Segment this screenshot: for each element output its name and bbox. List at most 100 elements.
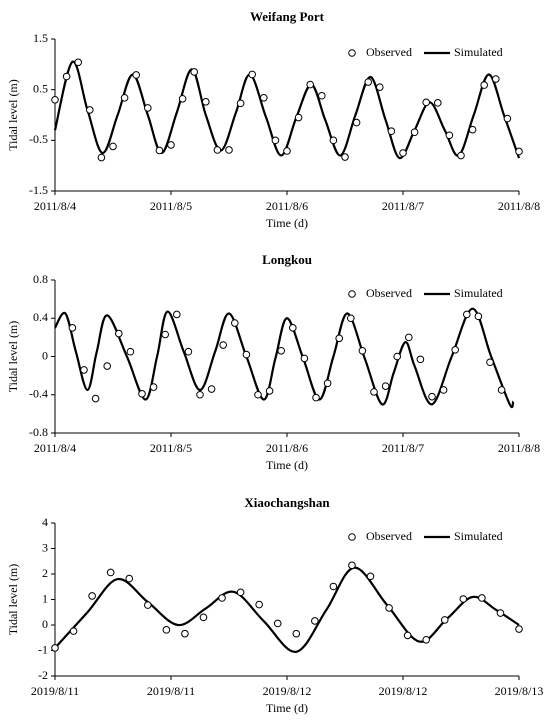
observed-point (68, 324, 77, 332)
legend-label: Simulated (454, 286, 503, 300)
observed-point (422, 98, 431, 107)
observed-point (306, 80, 315, 89)
x-tick-label: 2019/8/12 (379, 684, 428, 698)
x-tick-label: 2011/8/4 (34, 441, 76, 455)
y-tick-label: 0.8 (33, 272, 48, 286)
observed-point (144, 104, 152, 112)
observed-point (480, 81, 489, 89)
observed-point (91, 394, 100, 403)
x-tick-label: 2011/8/7 (382, 199, 424, 213)
observed-point (445, 131, 454, 140)
observed-point (366, 572, 375, 581)
observed-point (213, 146, 222, 154)
x-tick-label: 2011/8/8 (498, 199, 540, 213)
observed-point (300, 354, 309, 363)
observed-point (329, 136, 338, 145)
simulated-line (53, 60, 521, 160)
observed-point (318, 91, 326, 100)
observed-point (125, 574, 134, 583)
x-tick-label: 2011/8/5 (150, 441, 192, 455)
observed-point (277, 346, 286, 355)
observed-point (410, 128, 419, 137)
y-tick-label: -1.5 (29, 183, 48, 197)
observed-point (434, 99, 442, 107)
observed-point (403, 631, 412, 640)
observed-point (271, 136, 280, 145)
legend-label: Observed (366, 286, 412, 300)
x-tick-label: 2019/8/13 (495, 684, 544, 698)
y-tick-label: -2 (38, 668, 48, 682)
x-tick-label: 2011/8/4 (34, 199, 76, 213)
observed-point (515, 625, 523, 633)
observed-point (492, 75, 500, 83)
observed-point (341, 153, 349, 161)
observed-point (289, 324, 297, 332)
observed-point (451, 346, 460, 354)
y-tick-label: 4 (42, 515, 48, 529)
observed-point (497, 386, 506, 394)
observed-point (358, 346, 367, 355)
observed-point (144, 601, 152, 609)
observed-point (225, 146, 233, 154)
observed-point (103, 362, 111, 370)
observed-point (51, 96, 59, 104)
observed-point (352, 118, 361, 127)
observed-point (80, 366, 88, 374)
observed-point (86, 106, 94, 114)
observed-point (468, 125, 477, 134)
y-axis-label: Tidal level (m) (6, 79, 20, 151)
observed-point (178, 94, 187, 103)
chart-title: Longkou (262, 252, 312, 267)
y-tick-label: -0.5 (29, 132, 48, 146)
legend-label: Simulated (454, 45, 503, 59)
observed-point (199, 613, 208, 622)
observed-point (255, 600, 263, 609)
y-tick-label: 0 (42, 348, 48, 362)
y-tick-label: 0 (42, 617, 48, 631)
observed-point (503, 114, 512, 123)
x-axis-label: Time (d) (266, 216, 308, 230)
y-tick-label: 0.5 (33, 81, 48, 95)
legend-label: Observed (366, 529, 412, 543)
observed-point (202, 98, 210, 106)
observed-point (248, 70, 256, 79)
y-tick-label: -0.8 (29, 425, 48, 439)
observed-point (292, 629, 301, 638)
observed-point (162, 626, 171, 634)
legend-symbol (348, 533, 356, 541)
observed-point (439, 386, 448, 394)
observed-point (393, 352, 402, 361)
chart-title: Xiaochangshan (244, 495, 330, 510)
x-tick-label: 2019/8/11 (31, 684, 79, 698)
x-axis-label: Time (d) (266, 701, 308, 715)
x-tick-label: 2019/8/12 (263, 684, 312, 698)
observed-point (69, 627, 78, 635)
observed-point (335, 334, 344, 343)
observed-point (323, 379, 332, 388)
observed-point (294, 113, 303, 122)
observed-point (405, 333, 413, 342)
observed-point (376, 83, 384, 91)
observed-point (181, 629, 189, 638)
y-tick-label: -0.4 (29, 387, 48, 401)
x-tick-label: 2019/8/11 (147, 684, 195, 698)
x-axis-label: Time (d) (266, 458, 308, 472)
x-tick-label: 2011/8/6 (266, 199, 308, 213)
y-tick-label: 3 (42, 540, 48, 554)
observed-point (387, 127, 396, 136)
observed-point (74, 58, 82, 67)
observed-point (422, 635, 431, 644)
x-tick-label: 2011/8/8 (498, 441, 540, 455)
observed-point (109, 142, 117, 151)
observed-point (120, 93, 129, 102)
observed-point (51, 644, 59, 652)
observed-point (254, 390, 262, 399)
observed-point (459, 595, 468, 603)
observed-point (173, 310, 181, 319)
x-tick-label: 2011/8/7 (382, 441, 424, 455)
observed-point (312, 393, 320, 402)
observed-point (115, 329, 123, 338)
observed-point (184, 347, 193, 356)
observed-point (385, 604, 393, 612)
observed-point (231, 319, 239, 327)
